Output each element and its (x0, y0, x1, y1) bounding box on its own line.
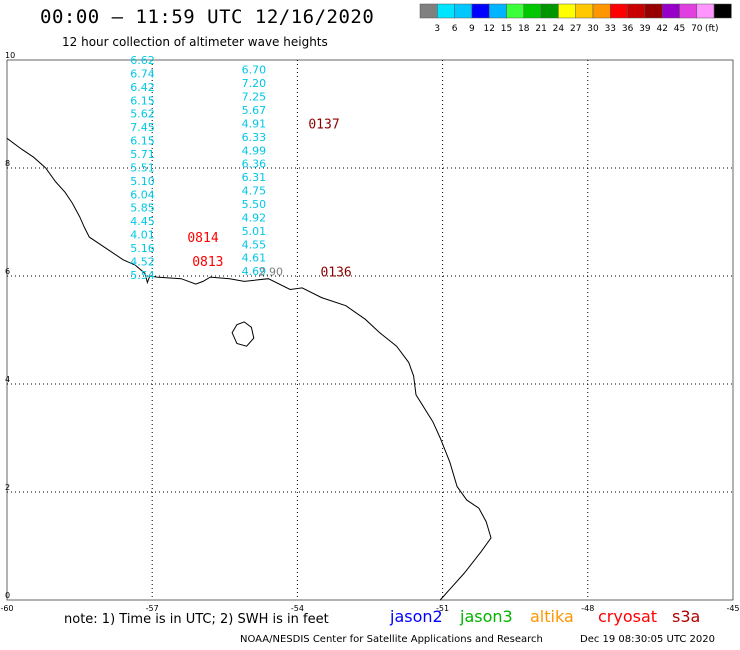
wave-height-value: 7.25 (242, 91, 267, 104)
wave-height-value: 5.50 (242, 198, 267, 211)
wave-height-value: 6.15 (130, 94, 155, 107)
satellite-cryosat: cryosat (598, 607, 658, 626)
map-title: 00:00 – 11:59 UTC 12/16/2020 (40, 6, 375, 28)
x-tick-label: -45 (726, 604, 739, 613)
wave-height-value: 4.92 (242, 211, 267, 224)
wave-height-value: 5.01 (242, 225, 267, 238)
wave-height-value: 6.42 (130, 81, 155, 94)
pass-time-label: 0814 (187, 231, 218, 246)
legend-label: 3 (434, 24, 440, 34)
wave-height-value: 4.75 (242, 185, 267, 198)
x-tick-label: -48 (581, 604, 594, 613)
wave-height-value: 5.85 (130, 202, 155, 215)
satellite-jason3: jason3 (460, 607, 513, 626)
x-tick-label: -57 (146, 604, 159, 613)
x-tick-label: -60 (0, 604, 13, 613)
legend-label: 42 (656, 24, 667, 34)
satellite-altika: altika (530, 607, 574, 626)
x-tick-label: -51 (436, 604, 449, 613)
wave-height-value: 4.91 (242, 117, 267, 130)
wave-height-value: 5.10 (130, 175, 155, 188)
legend-label: 45 (674, 24, 685, 34)
legend-label: 36 (622, 24, 634, 34)
y-tick-label: 6 (5, 267, 10, 276)
legend-label: 6 (452, 24, 458, 34)
wave-height-value: 6.31 (242, 171, 267, 184)
wave-height-value: 7.20 (242, 77, 267, 90)
wave-height-value: 4.99 (242, 144, 267, 157)
satellite-jason2: jason2 (390, 607, 443, 626)
wave-height-value: 5.71 (130, 148, 155, 161)
footer-timestamp: Dec 19 08:30:05 UTC 2020 (580, 634, 715, 645)
wave-height-value: 4.45 (130, 215, 155, 228)
legend-label: 27 (570, 24, 581, 34)
pass-time-label: 0136 (320, 266, 351, 281)
wave-height-value: 5.62 (130, 108, 155, 121)
wave-height-value: 6.74 (130, 67, 155, 80)
y-tick-label: 4 (5, 375, 10, 384)
wave-height-value: 6.36 (242, 158, 267, 171)
wave-height-value: 6.62 (130, 54, 155, 67)
y-tick-label: 10 (5, 51, 15, 60)
wave-height-value: 5.51 (130, 161, 155, 174)
wave-height-value: 5.16 (130, 242, 155, 255)
legend-label: 70 (691, 24, 703, 34)
pass-time-label: 0813 (192, 255, 223, 270)
wave-height-value: 4.01 (130, 229, 155, 242)
wave-height-value: 7.45 (130, 121, 155, 134)
footer-note: note: 1) Time is in UTC; 2) SWH is in fe… (64, 612, 329, 627)
legend-label: 12 (483, 24, 494, 34)
y-tick-label: 8 (5, 159, 10, 168)
color-legend: 3 6 9 12 15 18 21 24 27 30 33 36 39 42 45 70 (ft) (419, 3, 732, 34)
y-tick-label: 0 (5, 591, 10, 600)
legend-label: 33 (605, 24, 616, 34)
legend-swatch (713, 3, 732, 19)
legend-label: 24 (553, 24, 565, 34)
wave-height-value: 4.69 (242, 265, 267, 278)
coastline (6, 137, 492, 601)
legend-label: 21 (535, 24, 546, 34)
x-tick-label: -54 (291, 604, 304, 613)
pass-time-label: 0137 (308, 118, 339, 133)
footer-credit: NOAA/NESDIS Center for Satellite Applica… (240, 634, 543, 645)
wave-height-value: 5.54 (130, 269, 155, 282)
map-subtitle: 12 hour collection of altimeter wave hei… (62, 35, 328, 49)
wave-height-value: 6.70 (242, 64, 267, 77)
legend-unit: (ft) (705, 24, 719, 34)
wave-height-value: 4.61 (242, 252, 267, 265)
wave-height-value: 6.33 (242, 131, 267, 144)
wave-height-value: 4.52 (130, 255, 155, 268)
wave-height-value: 5.67 (242, 104, 267, 117)
island-outline (231, 321, 255, 347)
legend-label: 39 (639, 24, 651, 34)
legend-label: 30 (587, 24, 599, 34)
map-frame (6, 59, 734, 601)
wave-height-value: 6.15 (130, 135, 155, 148)
legend-label: 9 (469, 24, 475, 34)
legend-label: 15 (501, 24, 512, 34)
wave-height-value: 2.90 (259, 266, 284, 279)
wave-height-value: 6.04 (130, 188, 155, 201)
wave-height-value: 4.55 (242, 238, 267, 251)
satellite-s3a: s3a (672, 607, 701, 626)
legend-label: 18 (518, 24, 530, 34)
y-tick-label: 2 (5, 483, 10, 492)
